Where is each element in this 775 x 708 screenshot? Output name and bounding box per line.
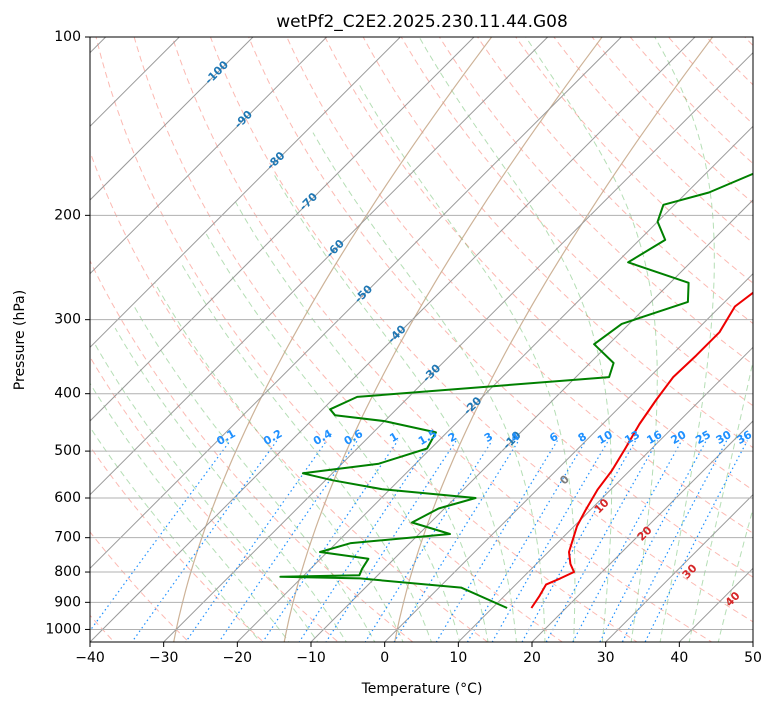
isotherm-line (90, 37, 328, 275)
isotherm-line (457, 346, 753, 642)
curved-guide-line (173, 37, 493, 642)
x-tick-label: −10 (296, 650, 326, 666)
curved-guide-line (394, 37, 714, 642)
dry-adiabat (90, 531, 190, 642)
mixing-ratio-line (545, 440, 659, 642)
moist-adiabat (94, 343, 319, 642)
curved-guide-line (283, 37, 603, 642)
sounding-profiles (279, 172, 753, 609)
isotherm-line (236, 125, 753, 642)
dry-adiabat (400, 37, 753, 407)
isotherm-line (90, 37, 475, 422)
moist-adiabat (235, 201, 489, 642)
dry-adiabat (133, 37, 638, 642)
isotherm-line (90, 37, 696, 642)
x-axis-label: Temperature (°C) (361, 681, 483, 697)
dry-adiabat (171, 37, 713, 642)
background-lines (90, 37, 753, 642)
isotherm-line (605, 493, 753, 642)
moist-adiabat (273, 173, 518, 642)
mixing-ratio-line (393, 440, 520, 642)
y-tick-label: 600 (54, 490, 81, 506)
dry-adiabat (362, 37, 753, 449)
dry-adiabat (515, 37, 753, 284)
moist-adiabat (133, 306, 376, 642)
isotherm-line (90, 37, 622, 570)
dry-adiabat (553, 37, 753, 244)
x-tick-label: −20 (223, 650, 253, 666)
y-tick-label: 1000 (45, 621, 81, 637)
isotherm-line (531, 420, 753, 642)
y-tick-label: 700 (54, 530, 81, 546)
mixing-ratio-line (325, 440, 457, 642)
isotherm-line (90, 37, 401, 349)
mixing-ratio-line (435, 440, 558, 642)
dry-adiabat (591, 37, 753, 204)
y-tick-label: 400 (54, 386, 81, 402)
moist-adiabat (358, 83, 576, 642)
dry-adiabat (209, 37, 753, 623)
temperature-profile-line (530, 291, 753, 609)
isotherm-line (163, 51, 753, 642)
isotherm-line (90, 37, 549, 496)
dewpoint-profile-line (279, 172, 753, 609)
y-tick-label: 900 (54, 594, 81, 610)
y-tick-label: 100 (54, 29, 81, 45)
line-labels: -100-90-80-70-60-50-40-30-20-100.1 0.2 0.4… (202, 58, 754, 609)
moist-adiabat (312, 132, 546, 642)
x-tick-label: −40 (75, 650, 105, 666)
mixing-ratio-line (131, 440, 278, 642)
moist-adiabat (154, 282, 404, 642)
dry-adiabat (90, 259, 414, 642)
isotherm-line (384, 272, 753, 642)
y-tick-label: 800 (54, 564, 81, 580)
mixing-ratio-line (466, 440, 587, 642)
moist-adiabat (114, 327, 347, 642)
moist-adiabat (90, 382, 290, 642)
x-tick-label: 40 (670, 650, 688, 666)
dry-adiabat (286, 37, 753, 534)
x-tick-label: 50 (744, 650, 762, 666)
x-tick-label: 10 (449, 650, 467, 666)
isotherm-line (90, 37, 254, 201)
mixing-ratio-line (644, 440, 748, 642)
mixing-ratio-line (185, 440, 328, 642)
dry-adiabat (90, 356, 339, 642)
mixing-ratio-line (364, 440, 493, 642)
x-axis: −40 −30 −20 −10 0 10 20 30 40 50 (75, 642, 762, 666)
moist-adiabat (180, 262, 432, 642)
y-axis: 100 200 300 400 500 600 700 800 900 1000 (45, 29, 90, 637)
dry-adiabat (248, 37, 753, 578)
x-tick-label: 20 (523, 650, 541, 666)
moist-adiabat (418, 37, 613, 642)
mixing-ratio-line (521, 440, 637, 642)
dry-adiabat (95, 37, 564, 642)
chart-title: wetPf2_C2E2.2025.230.11.44.G08 (276, 12, 568, 32)
y-axis-label: Pressure (hPa) (12, 290, 28, 390)
x-tick-label: −30 (149, 650, 179, 666)
y-tick-label: 300 (54, 312, 81, 328)
moist-adiabat (205, 233, 461, 642)
moist-adiabat (688, 358, 753, 642)
mixing-ratio-line (90, 440, 231, 632)
plot-frame (89, 36, 754, 643)
x-tick-label: 0 (380, 650, 389, 666)
mixing-ratio-line (298, 440, 432, 642)
y-tick-label: 200 (54, 207, 81, 223)
x-tick-label: 30 (597, 650, 615, 666)
mixing-ratio-line (491, 440, 609, 642)
dry-adiabat (324, 37, 753, 491)
moist-adiabat (654, 37, 715, 642)
y-tick-label: 500 (54, 443, 81, 459)
moist-adiabat (717, 506, 753, 642)
isotherm-line (310, 199, 753, 642)
